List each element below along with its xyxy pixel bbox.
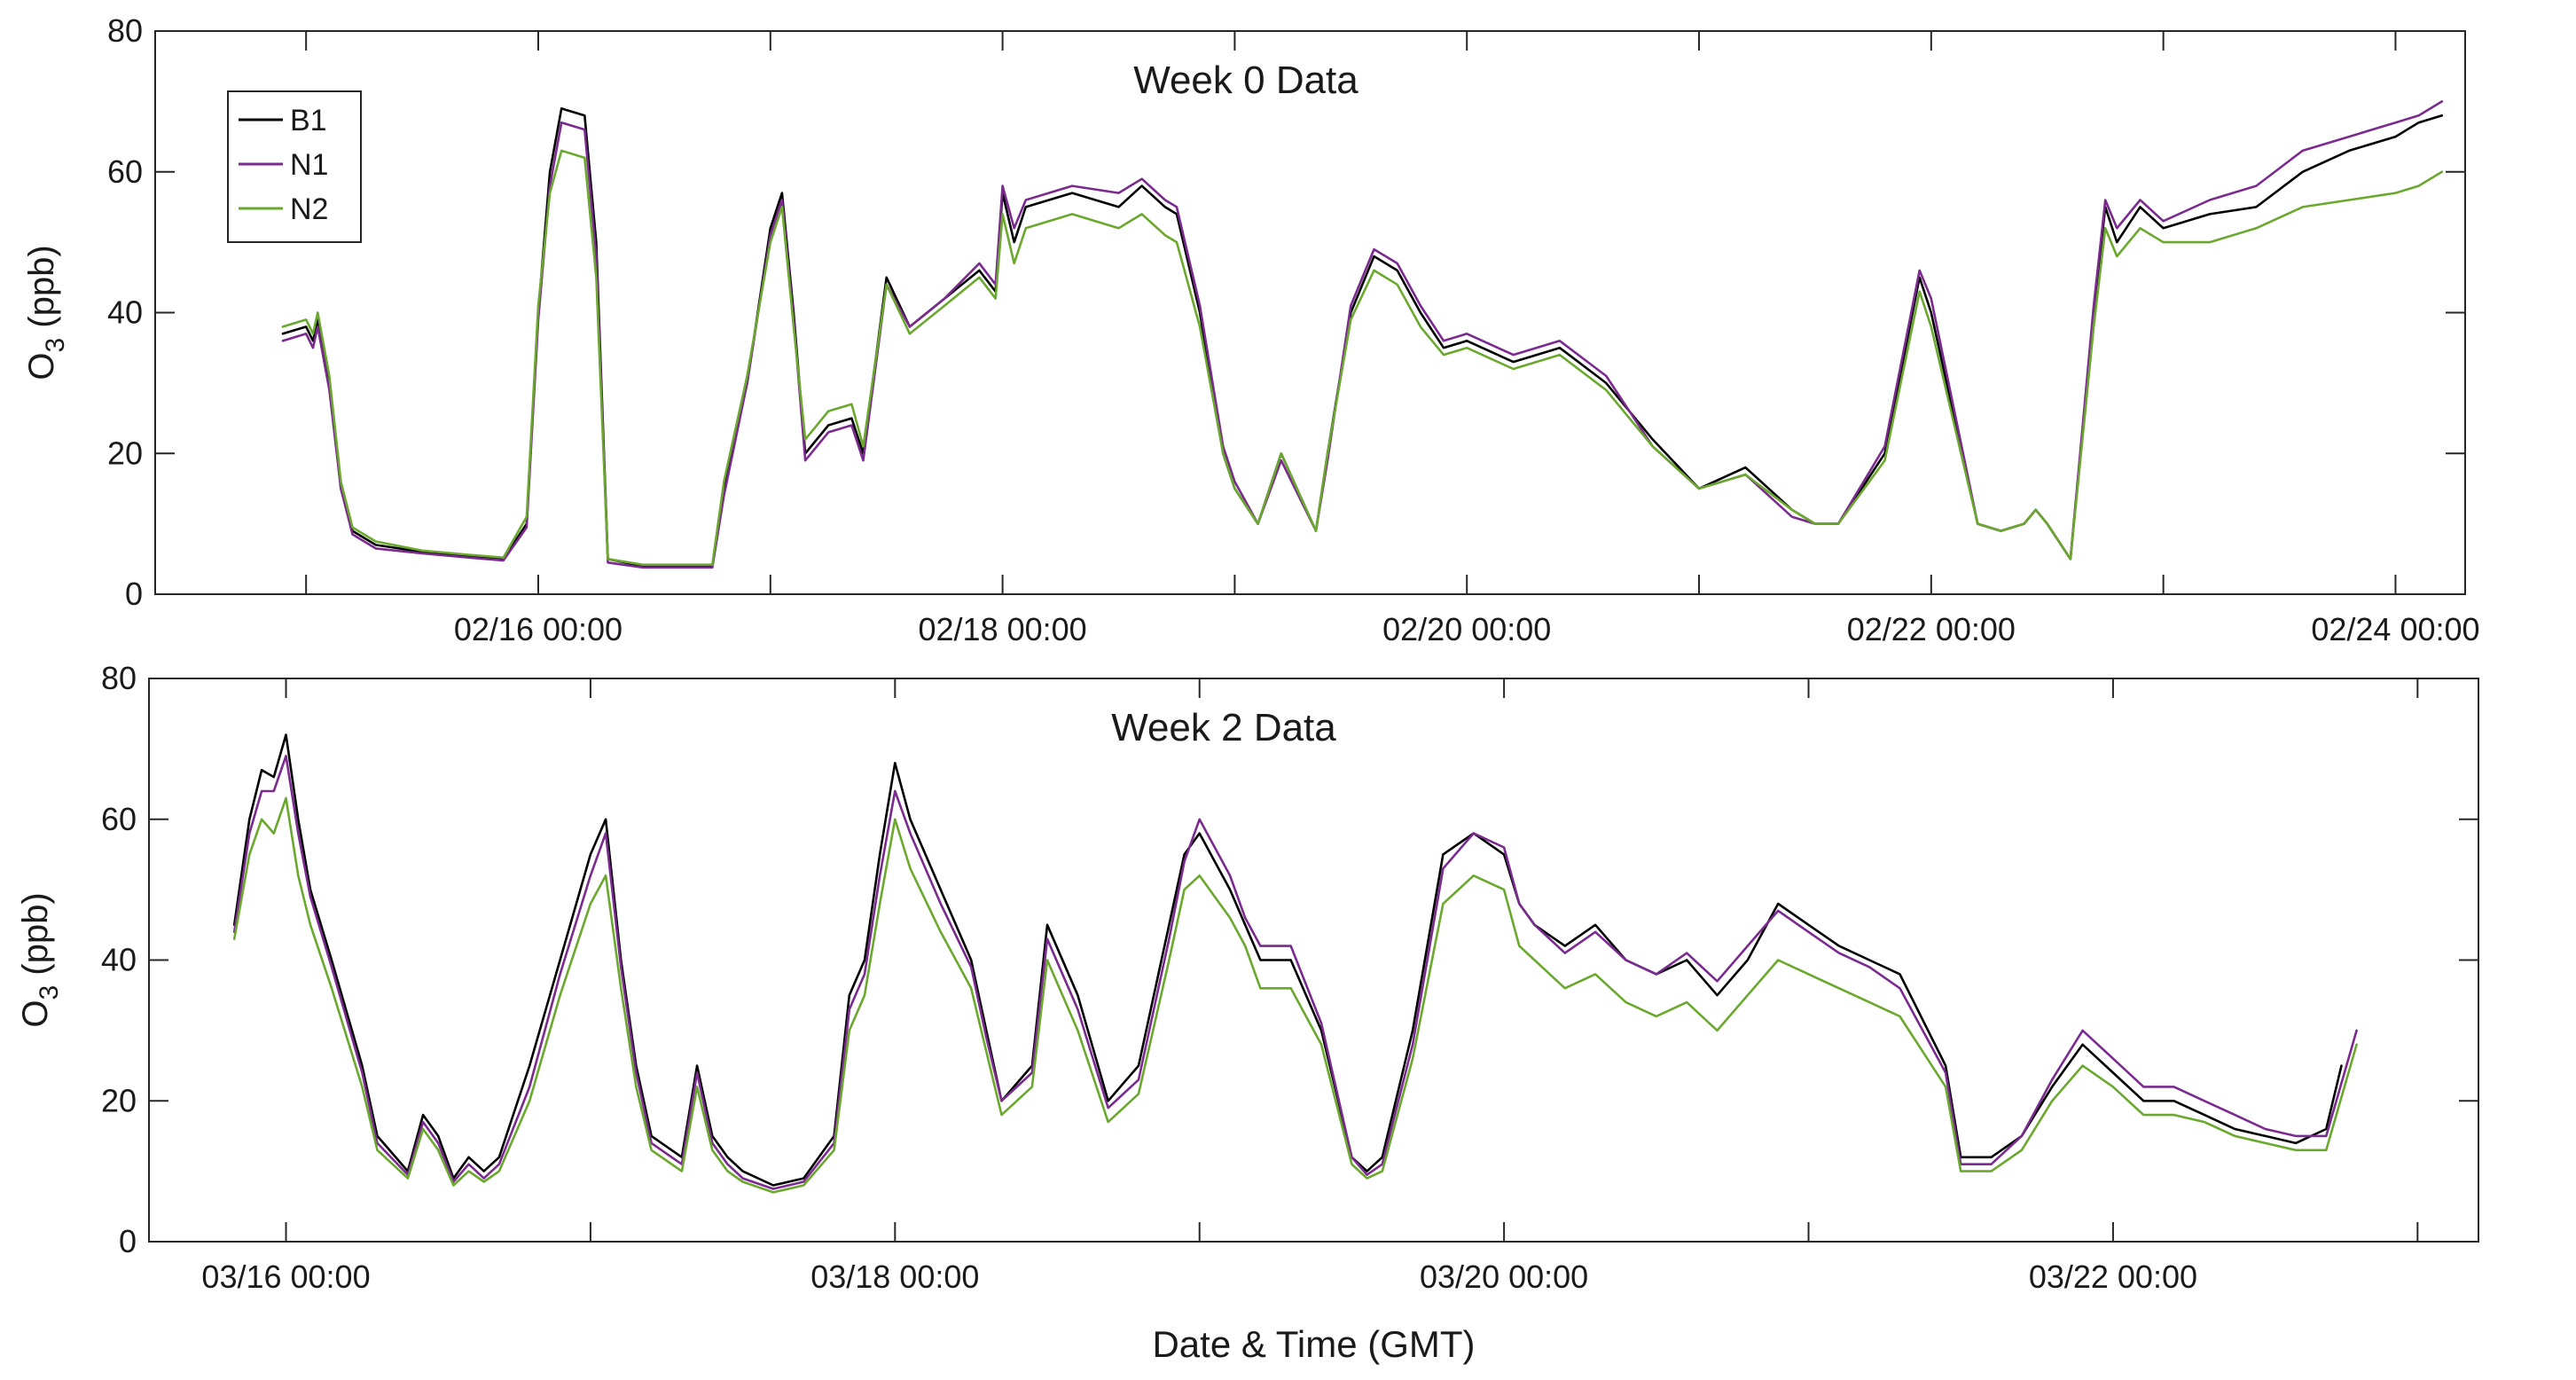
x-axis-label: Date & Time (GMT) [1152,1323,1475,1365]
series-line-n1 [232,754,2358,1190]
x-tick-label: 02/22 00:00 [1847,611,2016,647]
y-tick-label: 20 [107,435,143,471]
legend-label-b1: B1 [290,104,327,137]
legend: B1 N1 N2 [227,90,362,243]
legend-label-n2: N2 [290,192,328,226]
x-tick-label: 02/16 00:00 [454,611,622,647]
y-axis-label: O3 (ppb) [16,892,64,1027]
series-line-b1 [232,733,2343,1187]
plot-area [281,100,2444,569]
x-tick-label: 02/20 00:00 [1382,611,1551,647]
series-line-b1 [281,107,2444,568]
chart-title: Week 0 Data [1133,59,1358,102]
y-tick-label: 60 [101,801,137,837]
x-tick-label: 03/22 00:00 [2029,1258,2197,1295]
x-tick-label: 02/18 00:00 [919,611,1087,647]
series-line-n2 [232,796,2358,1194]
y-tick-label: 60 [107,153,143,190]
y-tick-label: 40 [107,294,143,331]
axes-box [154,30,2466,595]
x-tick-label: 03/18 00:00 [810,1258,979,1295]
y-tick-label: 40 [101,942,137,978]
series-line-n2 [281,149,2444,567]
x-tick-label: 02/24 00:00 [2311,611,2479,647]
y-axis-label: O3 (ppb) [22,245,70,380]
legend-label-n1: N1 [290,148,328,182]
chart-title: Week 2 Data [1111,706,1336,749]
y-tick-label: 80 [107,12,143,49]
plot-area [232,733,2358,1194]
chart-panel-2: 0 20 40 60 80 03/16 00:00 03/18 00:00 03/20 00:… [16,660,2479,1365]
y-tick-label: 20 [101,1082,137,1118]
y-tick-label: 80 [101,660,137,696]
y-tick-label: 0 [119,1223,137,1259]
x-tick-label: 03/16 00:00 [201,1258,370,1295]
y-tick-label: 0 [125,576,143,612]
legend-box [227,90,362,243]
x-tick-label: 03/20 00:00 [1420,1258,1588,1295]
chart-panel-1: 0 20 40 60 80 02/16 00:00 02/18 00:00 02/20 00:… [22,12,2480,647]
